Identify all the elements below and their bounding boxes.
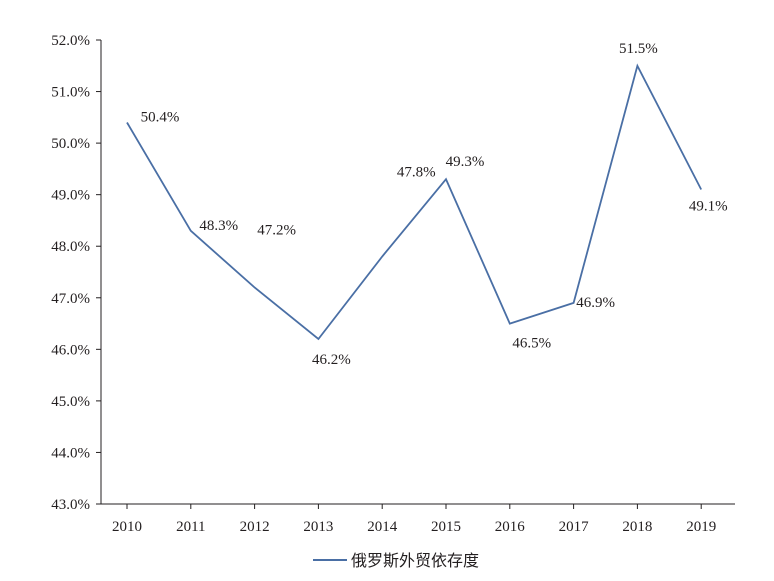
x-tick-label: 2018 (622, 519, 652, 535)
data-label: 47.8% (397, 165, 436, 181)
y-tick-label: 51.0% (51, 85, 90, 101)
x-tick-label: 2019 (686, 519, 716, 535)
y-tick-label: 46.0% (51, 342, 90, 358)
y-tick-label: 44.0% (51, 445, 90, 461)
series-line (126, 63, 702, 341)
x-tick-label: 2012 (240, 519, 270, 535)
data-label: 46.5% (512, 336, 551, 352)
x-tick-label: 2015 (431, 519, 461, 535)
data-label: 49.1% (689, 199, 728, 215)
legend: 俄罗斯外贸依存度 (313, 551, 479, 570)
x-tick-label: 2017 (559, 519, 590, 535)
x-tick-label: 2011 (176, 519, 205, 535)
y-tick-label: 43.0% (51, 497, 90, 513)
y-tick-label: 47.0% (51, 291, 90, 307)
series-layer (126, 63, 702, 341)
x-axis-ticks: 2010 2011 2012 2013 2014 2015 2016 2017 2018 2019 (112, 504, 716, 535)
data-label: 46.2% (312, 352, 351, 368)
x-tick-label: 2010 (112, 519, 142, 535)
y-tick-label: 50.0% (51, 136, 90, 152)
data-labels: 50.4% 48.3% 47.2% 46.2% 47.8% 49.3% 46.5% 46.9%… (141, 41, 728, 368)
x-tick-label: 2016 (495, 519, 526, 535)
data-label: 49.3% (446, 154, 485, 170)
y-tick-label: 48.0% (51, 239, 90, 255)
chart-axes (100, 40, 735, 505)
legend-label: 俄罗斯外贸依存度 (351, 551, 479, 570)
x-tick-label: 2013 (303, 519, 333, 535)
data-label: 50.4% (141, 109, 180, 125)
y-tick-label: 49.0% (51, 188, 90, 204)
y-tick-label: 52.0% (51, 33, 90, 49)
y-tick-label: 45.0% (51, 394, 90, 410)
data-label: 47.2% (257, 222, 296, 238)
data-label: 46.9% (576, 295, 615, 311)
x-tick-label: 2014 (367, 519, 398, 535)
data-label: 48.3% (199, 218, 238, 234)
data-label: 51.5% (619, 41, 658, 57)
y-axis-ticks: 43.0% 44.0% 45.0% 46.0% 47.0% 48.0% 49.0% 50.0%… (51, 33, 101, 513)
